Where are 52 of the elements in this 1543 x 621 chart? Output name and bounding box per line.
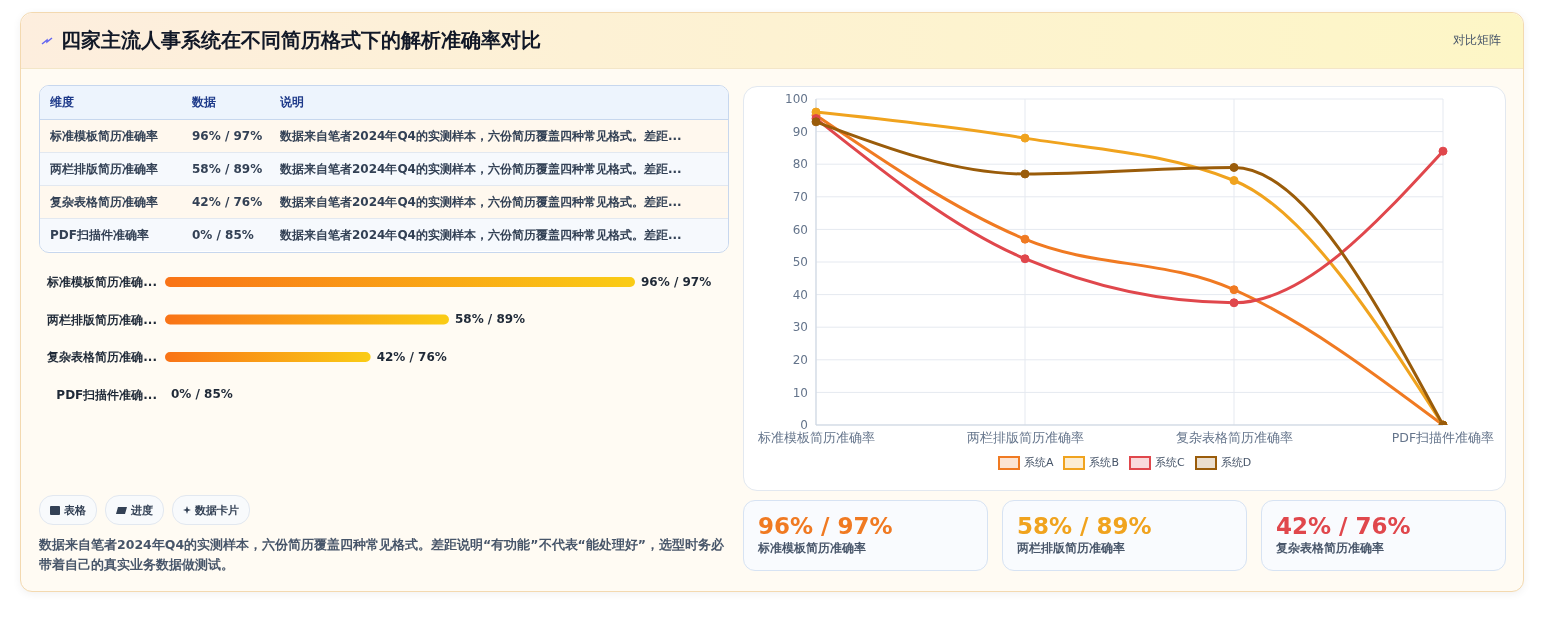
y-tick-label: 70	[792, 190, 808, 205]
y-tick-label: 50	[792, 255, 808, 270]
text: 42% / 76%	[192, 195, 263, 209]
y-tick-label: 20	[792, 353, 808, 368]
legend-label: 系统B	[1089, 455, 1119, 470]
y-tick-label: 10	[792, 385, 808, 400]
text: 数据来自笔者2024年Q4的实测样本，六份简历覆盖四种常见格式。差距...	[280, 194, 683, 211]
y-tick-label: 90	[792, 124, 808, 139]
y-tick-label: 30	[792, 320, 808, 335]
legend-label: 系统D	[1220, 455, 1252, 470]
text: 数据卡片	[195, 502, 239, 518]
x-tick-label: PDF扫描件准确率	[1391, 429, 1495, 445]
text: 进度	[131, 502, 153, 518]
y-tick-label: 复杂表格简历准确...	[46, 350, 157, 365]
category-label: 复杂表格简历准确率	[1276, 541, 1385, 556]
text: 数据来自笔者2024年Q4的实测样本，六份简历覆盖四种常见格式。差距...	[280, 128, 683, 145]
x-tick-label: 复杂表格简历准确率	[1175, 429, 1293, 445]
text: 数据来自笔者2024年Q4的实测样本，六份简历覆盖四种常见格式。差距说明“有功能”不代表“能处理好”，选型时务必带着自己的真实业务数据做测试。	[39, 536, 725, 574]
data-label: 0% / 85%	[171, 387, 233, 402]
data-label: 42% / 76%	[376, 349, 447, 364]
category-label: 复杂表格简历准确率	[50, 194, 159, 211]
y-tick-label: 两栏排版简历准确...	[46, 312, 157, 327]
data-label: 96% / 97%	[641, 274, 712, 289]
category-label: 标准模板简历准确率	[50, 128, 159, 145]
legend-label: 系统C	[1154, 455, 1185, 470]
text: 表格	[64, 502, 86, 518]
text: 58% / 89%	[192, 162, 263, 176]
text: 四家主流人事系统在不同简历格式下的解析准确率对比	[61, 27, 541, 54]
legend-label: 系统A	[1023, 455, 1054, 470]
y-tick-label: 100	[785, 92, 808, 107]
y-tick-label: 80	[792, 157, 808, 172]
text: 维度	[50, 94, 75, 111]
text: 数据	[192, 94, 217, 111]
text: 对比矩阵	[1453, 32, 1501, 49]
y-tick-label: 40	[792, 287, 808, 302]
text: 数据来自笔者2024年Q4的实测样本，六份简历覆盖四种常见格式。差距...	[280, 161, 683, 178]
data-label: 58% / 89%	[454, 312, 526, 327]
text: 数据来自笔者2024年Q4的实测样本，六份简历覆盖四种常见格式。差距...	[280, 227, 683, 244]
category-label: 两栏排版简历准确率	[1017, 541, 1126, 556]
text: 0% / 85%	[192, 228, 254, 242]
y-tick-label: 60	[792, 222, 808, 237]
category-label: PDF扫描件准确率	[50, 227, 150, 244]
text: 96% / 97%	[758, 513, 893, 539]
category-label: 标准模板简历准确率	[758, 541, 867, 556]
x-tick-label: 两栏排版简历准确率	[966, 429, 1084, 445]
text: 58% / 89%	[1017, 513, 1152, 539]
text: 42% / 76%	[1276, 513, 1411, 539]
text: 96% / 97%	[192, 129, 263, 143]
y-tick-label: 标准模板简历准确...	[46, 275, 157, 290]
category-label: 两栏排版简历准确率	[50, 161, 159, 178]
text: 说明	[280, 94, 305, 111]
y-tick-label: PDF扫描件准确...	[56, 387, 157, 402]
